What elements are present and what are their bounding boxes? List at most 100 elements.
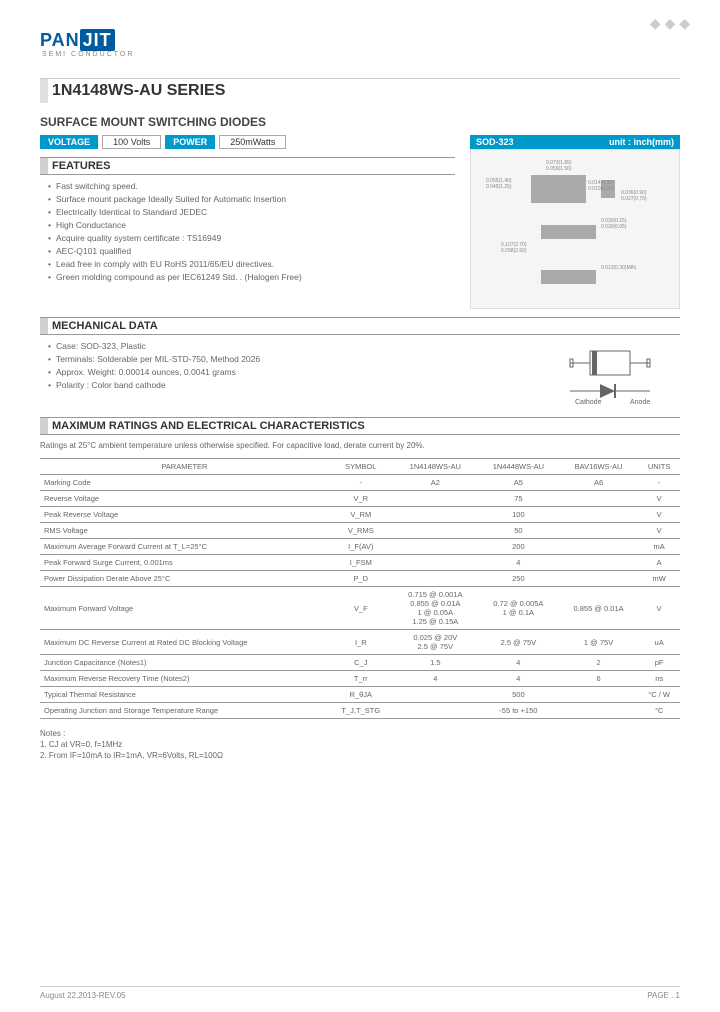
feature-item: Acquire quality system certificate : TS1… <box>48 233 455 243</box>
notes: Notes : 1. CJ at VR=0, f=1MHz 2. From IF… <box>40 729 680 760</box>
table-cell: V <box>638 587 680 630</box>
table-row: Operating Junction and Storage Temperatu… <box>40 703 680 719</box>
table-cell: Peak Forward Surge Current, 0.001ms <box>40 555 329 571</box>
table-cell <box>393 523 478 539</box>
table-cell: V_RM <box>329 507 393 523</box>
note-item: 1. CJ at VR=0, f=1MHz <box>40 740 680 749</box>
table-cell: A <box>638 555 680 571</box>
feature-item: High Conductance <box>48 220 455 230</box>
table-row: Peak Reverse VoltageV_RM100V <box>40 507 680 523</box>
table-row: Reverse VoltageV_R75V <box>40 491 680 507</box>
diode-symbol: Cathode Anode <box>560 346 680 409</box>
table-row: RMS VoltageV_RMS 50 V <box>40 523 680 539</box>
table-cell <box>559 571 638 587</box>
cathode-label: Cathode <box>575 399 602 406</box>
voltage-value: 100 Volts <box>102 135 161 149</box>
notes-title: Notes : <box>40 729 680 738</box>
table-cell <box>393 507 478 523</box>
table-cell: 2 <box>559 655 638 671</box>
table-cell: V <box>638 523 680 539</box>
table-cell: -55 to +150 <box>478 703 559 719</box>
sod-dim: 0.049(1.25) <box>486 184 512 190</box>
table-cell: 0.855 @ 0.01A <box>559 587 638 630</box>
series-title: 1N4148WS-AU SERIES <box>40 78 680 103</box>
sod-dim: 0.059(1.50) <box>546 166 572 172</box>
table-row: Maximum Forward VoltageV_F0.715 @ 0.001A… <box>40 587 680 630</box>
table-cell <box>393 539 478 555</box>
table-cell: T_rr <box>329 671 393 687</box>
table-row: Peak Forward Surge Current, 0.001msI_FSM… <box>40 555 680 571</box>
table-cell: 4 <box>478 555 559 571</box>
table-cell <box>393 687 478 703</box>
table-header: UNITS <box>638 459 680 475</box>
features-list: Fast switching speed. Surface mount pack… <box>40 181 455 282</box>
logo: PANJIT SEMI CONDUCTOR <box>40 30 680 58</box>
table-cell: 4 <box>393 671 478 687</box>
table-cell: 6 <box>559 671 638 687</box>
sod-dim: 0.098(2.50) <box>501 248 527 254</box>
spec-badges: VOLTAGE 100 Volts POWER 250mWatts <box>40 135 455 149</box>
mech-item: Terminals: Solderable per MIL-STD-750, M… <box>48 354 520 364</box>
mech-item: Approx. Weight: 0.00014 ounces, 0.0041 g… <box>48 367 520 377</box>
table-cell: 250 <box>478 571 559 587</box>
table-cell: 100 <box>478 507 559 523</box>
feature-item: AEC-Q101 qualified <box>48 246 455 256</box>
table-cell: - <box>329 475 393 491</box>
ratings-note: Ratings at 25°C ambient temperature unle… <box>40 441 680 450</box>
power-value: 250mWatts <box>219 135 286 149</box>
table-cell: 75 <box>478 491 559 507</box>
table-cell <box>559 687 638 703</box>
table-cell: Maximum Average Forward Current at T_L=2… <box>40 539 329 555</box>
table-row: Typical Thermal ResistanceR_θJA500°C / W <box>40 687 680 703</box>
feature-item: Green molding compound as per IEC61249 S… <box>48 272 455 282</box>
sod-dim: 0.030(0.05) <box>601 224 627 230</box>
sod-dim: 0.027(0.70) <box>621 196 647 202</box>
table-cell <box>559 507 638 523</box>
sod-dim: 0.012(0.30)MIN. <box>601 265 637 271</box>
table-cell: A6 <box>559 475 638 491</box>
footer-page: PAGE . 1 <box>647 991 680 1000</box>
table-cell: mA <box>638 539 680 555</box>
table-cell: V_R <box>329 491 393 507</box>
table-cell: 1 @ 75V <box>559 630 638 655</box>
table-cell: Power Dissipation Derate Above 25°C <box>40 571 329 587</box>
decoration: ◆ ◆ ◆ <box>650 15 690 32</box>
table-row: Maximum DC Reverse Current at Rated DC B… <box>40 630 680 655</box>
table-header: 1N4148WS-AU <box>393 459 478 475</box>
mechanical-list: Case: SOD-323, Plastic Terminals: Solder… <box>40 341 520 409</box>
table-cell: Maximum Reverse Recovery Time (Notes2) <box>40 671 329 687</box>
table-cell: Maximum Forward Voltage <box>40 587 329 630</box>
footer-date: August 22,2013-REV.05 <box>40 991 126 1000</box>
table-cell: I_F(AV) <box>329 539 393 555</box>
footer: August 22,2013-REV.05 PAGE . 1 <box>40 986 680 1000</box>
table-cell: 0.715 @ 0.001A0.855 @ 0.01A1 @ 0.05A1.25… <box>393 587 478 630</box>
table-cell: Reverse Voltage <box>40 491 329 507</box>
logo-subtitle: SEMI CONDUCTOR <box>42 51 134 58</box>
table-cell: uA <box>638 630 680 655</box>
table-cell: 4 <box>478 655 559 671</box>
table-cell: 0.72 @ 0.005A1 @ 0.1A <box>478 587 559 630</box>
ratings-header: MAXIMUM RATINGS AND ELECTRICAL CHARACTER… <box>40 417 680 435</box>
table-cell <box>559 703 638 719</box>
table-header: PARAMETER <box>40 459 329 475</box>
table-cell: V_RMS <box>329 523 393 539</box>
table-row: Marking Code-A2A5A6- <box>40 475 680 491</box>
table-row: Junction Capacitance (Notes1)C_J1.542pF <box>40 655 680 671</box>
product-subtitle: SURFACE MOUNT SWITCHING DIODES <box>40 115 680 129</box>
ratings-table: PARAMETERSYMBOL1N4148WS-AU1N4448WS-AUBAV… <box>40 458 680 719</box>
table-cell: 4 <box>478 671 559 687</box>
table-cell: Peak Reverse Voltage <box>40 507 329 523</box>
sod-header: SOD-323 unit : inch(mm) <box>470 135 680 149</box>
table-cell: RMS Voltage <box>40 523 329 539</box>
table-cell: Operating Junction and Storage Temperatu… <box>40 703 329 719</box>
table-cell: Junction Capacitance (Notes1) <box>40 655 329 671</box>
table-cell: A2 <box>393 475 478 491</box>
sod-diagram: 0.073(1.85) 0.059(1.50) 0.055(1.40) 0.04… <box>470 149 680 309</box>
table-cell: 50 <box>478 523 559 539</box>
table-cell: pF <box>638 655 680 671</box>
table-cell: A5 <box>478 475 559 491</box>
table-cell <box>393 703 478 719</box>
table-cell <box>559 539 638 555</box>
table-cell: C_J <box>329 655 393 671</box>
table-cell: Marking Code <box>40 475 329 491</box>
